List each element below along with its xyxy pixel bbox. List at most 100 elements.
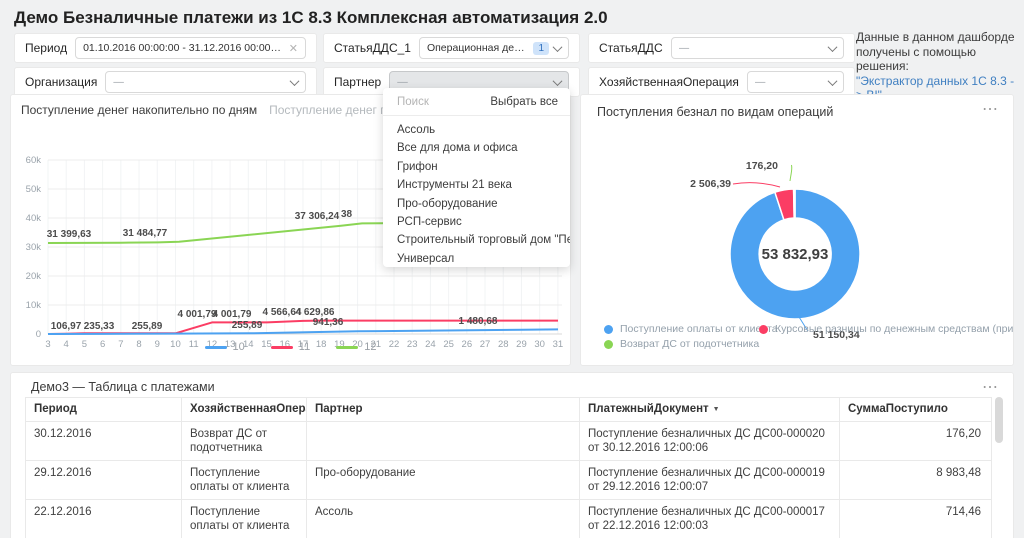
cell-sum: 8 983,48 (839, 460, 992, 500)
dropdown-item[interactable]: РСП-сервис (397, 215, 462, 228)
table-scrollbar-thumb[interactable] (995, 397, 1003, 443)
dropdown-item[interactable]: Ассоль (397, 124, 436, 136)
svg-text:30k: 30k (26, 242, 42, 253)
slice-label-green: 176,20 (746, 160, 778, 172)
col-header-partner[interactable]: Партнер (306, 397, 580, 422)
data-label: 235,33 (84, 321, 115, 332)
cell-period: 22.12.2016 (25, 499, 182, 538)
dropdown-item[interactable]: Про-оборудование (397, 197, 498, 210)
col-header-document[interactable]: ПлатежныйДокумент ▼ (579, 397, 840, 422)
svg-text:28: 28 (498, 339, 509, 350)
slice-return-from-accountable[interactable] (792, 188, 796, 219)
svg-text:14: 14 (243, 339, 254, 350)
operation-select[interactable]: — (746, 71, 844, 93)
svg-text:10: 10 (170, 339, 181, 350)
dropdown-item[interactable]: Строительный торговый дом "Петрович" (397, 234, 570, 247)
series-10-line (47, 328, 559, 335)
legend-label: 12 (364, 341, 377, 353)
svg-text:25: 25 (443, 339, 454, 350)
more-menu-icon[interactable]: ⋯ (982, 379, 999, 396)
more-menu-icon[interactable]: ⋯ (982, 101, 999, 118)
partner-dropdown: Поиск Выбрать все Ассоль Все для дома и … (383, 88, 570, 267)
select-all-button[interactable]: Выбрать все (490, 96, 558, 108)
legend-item-11[interactable]: 11 (270, 341, 310, 353)
data-label: 106,97 (51, 321, 82, 332)
leader-line-blue (798, 316, 809, 332)
legend-item-10[interactable]: 10 (204, 341, 245, 353)
svg-text:27: 27 (480, 339, 491, 350)
col-header-sum[interactable]: СуммаПоступило (839, 397, 992, 422)
legend-item-exchange[interactable]: Курсовые разницы по денежным средствам (… (759, 323, 1013, 335)
legend-label: Поступление оплаты от клиента (620, 323, 778, 335)
legend-dot (604, 324, 613, 334)
donut-center-label: 53 832,93 (762, 246, 829, 263)
svg-text:18: 18 (316, 339, 327, 350)
svg-text:9: 9 (155, 339, 160, 350)
svg-text:60k: 60k (26, 155, 42, 166)
selected-count-badge: 1 (533, 41, 549, 55)
chevron-down-icon[interactable] (289, 75, 300, 86)
svg-text:13: 13 (225, 339, 236, 350)
svg-text:5: 5 (82, 339, 87, 350)
table-title: Демо3 — Таблица с платежами (31, 380, 215, 394)
table-header-row: Период ХозяйственнаяОперация Партнер Пла… (25, 397, 992, 422)
clear-icon[interactable]: ✕ (288, 42, 298, 55)
col-header-period[interactable]: Период (25, 397, 182, 422)
col-header-operation[interactable]: ХозяйственнаяОперация (181, 397, 307, 422)
chevron-down-icon[interactable] (827, 41, 838, 52)
data-label: 255,89 (232, 320, 263, 331)
cell-partner: Про-оборудование (306, 460, 580, 500)
dropdown-item[interactable]: Все для дома и офиса (397, 142, 518, 155)
cell-document: Поступление безналичных ДС ДС00-000020 о… (579, 421, 840, 461)
chevron-down-icon[interactable] (827, 75, 838, 86)
svg-text:30: 30 (534, 339, 545, 350)
table-row: 30.12.2016 Возврат ДС от подотчетника По… (25, 421, 992, 461)
chevron-down-icon[interactable] (552, 75, 563, 86)
period-label: Период (25, 41, 68, 55)
data-labels: 31 399,63 31 484,77 37 306,24 38 106,97 … (47, 209, 498, 332)
legend-item-return[interactable]: Возврат ДС от подотчетника (604, 338, 759, 350)
operation-value: — (754, 76, 766, 88)
organization-label: Организация (25, 75, 98, 89)
data-label: 38 (341, 209, 353, 220)
svg-text:10k: 10k (26, 300, 42, 311)
svg-text:24: 24 (425, 339, 436, 350)
legend-item-payments[interactable]: Поступление оплаты от клиента (604, 323, 778, 335)
sort-desc-icon[interactable]: ▼ (712, 406, 720, 413)
period-value: 01.10.2016 00:00:00 - 31.12.2016 00:00:0… (83, 42, 284, 54)
cell-partner: Ассоль (306, 499, 580, 538)
legend-dot (604, 339, 613, 349)
organization-value: — (113, 76, 124, 88)
filter-operation: ХозяйственнаяОперация — (588, 67, 855, 97)
series-12-line (47, 220, 559, 244)
slice-payments-from-client[interactable] (729, 188, 861, 320)
chevron-down-icon[interactable] (552, 41, 563, 52)
svg-text:17: 17 (298, 339, 309, 350)
organization-select[interactable]: — (105, 71, 306, 93)
info-note-line1: Данные в данном дашборде (856, 30, 1015, 44)
svg-text:21: 21 (370, 339, 381, 350)
svg-text:4: 4 (64, 339, 69, 350)
svg-text:20k: 20k (26, 271, 42, 282)
dds-article-1-select[interactable]: Операционная деятельность 1 (418, 37, 569, 59)
data-label: 37 306,24 (295, 211, 340, 222)
dds-article-select[interactable]: — (670, 37, 844, 59)
cell-period: 29.12.2016 (25, 460, 182, 500)
svg-text:6: 6 (100, 339, 105, 350)
tab-cumulative-by-day[interactable]: Поступление денег накопительно по дням (21, 103, 258, 117)
period-input[interactable]: 01.10.2016 00:00:00 - 31.12.2016 00:00:0… (75, 37, 306, 59)
svg-text:11: 11 (189, 339, 199, 350)
dropdown-item[interactable]: Универсал (397, 252, 455, 265)
cell-period: 30.12.2016 (25, 421, 182, 461)
filter-organization: Организация — (14, 67, 317, 97)
data-label: 4 001,79 (213, 309, 252, 320)
search-input[interactable]: Поиск (397, 96, 429, 108)
slice-label-red: 2 506,39 (690, 178, 731, 190)
svg-text:12: 12 (207, 339, 218, 350)
dropdown-item[interactable]: Инструменты 21 века (397, 179, 512, 192)
partner-value: — (397, 76, 408, 88)
info-note: Данные в данном дашборде получены с помо… (856, 30, 1018, 103)
legend-item-12[interactable]: 12 (336, 341, 376, 353)
dropdown-item[interactable]: Грифон (397, 160, 438, 173)
